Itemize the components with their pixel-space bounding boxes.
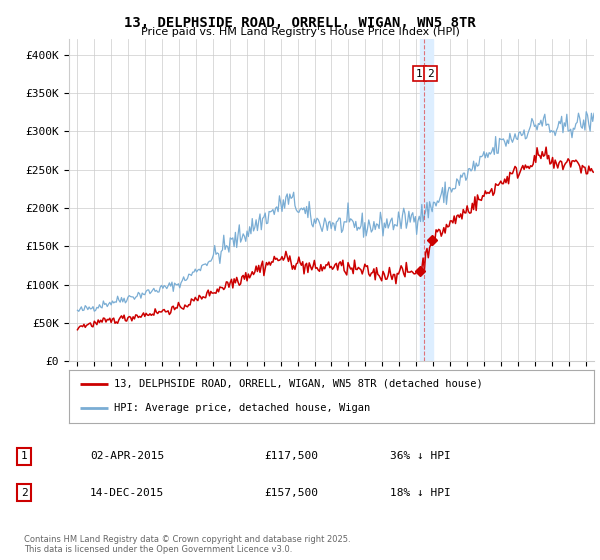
Text: 13, DELPHSIDE ROAD, ORRELL, WIGAN, WN5 8TR: 13, DELPHSIDE ROAD, ORRELL, WIGAN, WN5 8… (124, 16, 476, 30)
Text: £117,500: £117,500 (264, 451, 318, 461)
Text: Contains HM Land Registry data © Crown copyright and database right 2025.
This d: Contains HM Land Registry data © Crown c… (24, 535, 350, 554)
Text: 18% ↓ HPI: 18% ↓ HPI (390, 488, 451, 498)
Text: 1: 1 (20, 451, 28, 461)
Text: Price paid vs. HM Land Registry's House Price Index (HPI): Price paid vs. HM Land Registry's House … (140, 27, 460, 37)
Text: 02-APR-2015: 02-APR-2015 (90, 451, 164, 461)
Text: 1: 1 (416, 69, 423, 79)
Text: 2: 2 (427, 69, 434, 79)
Text: £157,500: £157,500 (264, 488, 318, 498)
Bar (421, 39, 433, 361)
Text: 2: 2 (20, 488, 28, 498)
Text: HPI: Average price, detached house, Wigan: HPI: Average price, detached house, Wiga… (113, 403, 370, 413)
Text: 13, DELPHSIDE ROAD, ORRELL, WIGAN, WN5 8TR (detached house): 13, DELPHSIDE ROAD, ORRELL, WIGAN, WN5 8… (113, 379, 482, 389)
Text: 36% ↓ HPI: 36% ↓ HPI (390, 451, 451, 461)
Text: 14-DEC-2015: 14-DEC-2015 (90, 488, 164, 498)
